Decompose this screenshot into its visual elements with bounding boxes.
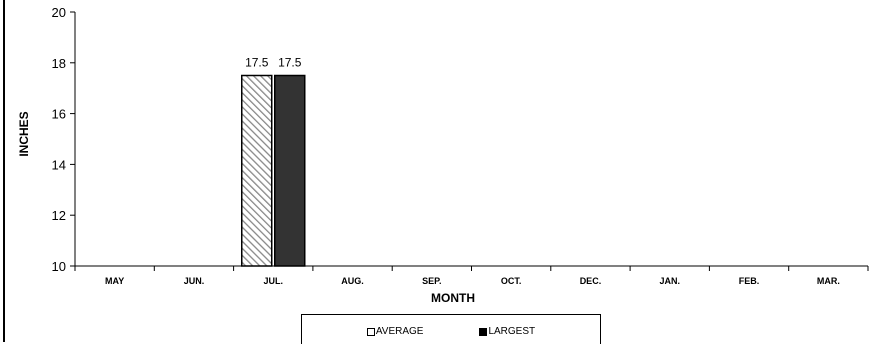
y-tick-label: 14 xyxy=(52,157,66,172)
x-category-label: AUG. xyxy=(341,276,364,286)
x-category-label: MAR. xyxy=(817,276,840,286)
x-category-label: JUL. xyxy=(263,276,283,286)
legend-label-average: AVERAGE xyxy=(375,326,424,337)
x-category-label: JAN. xyxy=(659,276,680,286)
legend-item-largest: LARGEST xyxy=(479,319,535,344)
bar-largest-jul xyxy=(274,74,306,267)
x-category-label: FEB. xyxy=(739,276,760,286)
legend-label-largest: LARGEST xyxy=(488,326,536,337)
y-tick-label: 20 xyxy=(52,5,66,20)
data-label: 17.5 xyxy=(245,56,269,70)
legend: AVERAGE LARGEST xyxy=(301,314,601,344)
x-category-label: SEP. xyxy=(422,276,441,286)
x-category-label: MAY xyxy=(105,276,124,286)
y-tick-label: 18 xyxy=(52,56,66,71)
x-category-label: DEC. xyxy=(580,276,602,286)
y-axis-title: INCHES xyxy=(17,111,31,156)
legend-item-average: AVERAGE xyxy=(366,319,424,344)
frame-left-border xyxy=(3,0,5,342)
legend-swatch-largest xyxy=(479,327,488,336)
y-tick-label: 12 xyxy=(52,208,66,223)
y-tick-label: 16 xyxy=(52,107,66,122)
x-category-label: OCT. xyxy=(501,276,522,286)
x-category-label: JUN. xyxy=(184,276,205,286)
legend-swatch-average xyxy=(366,327,375,336)
y-tick-label: 10 xyxy=(52,259,66,274)
bar-average-jul xyxy=(241,74,273,267)
x-axis-title: MONTH xyxy=(431,291,475,305)
data-label: 17.5 xyxy=(278,56,302,70)
